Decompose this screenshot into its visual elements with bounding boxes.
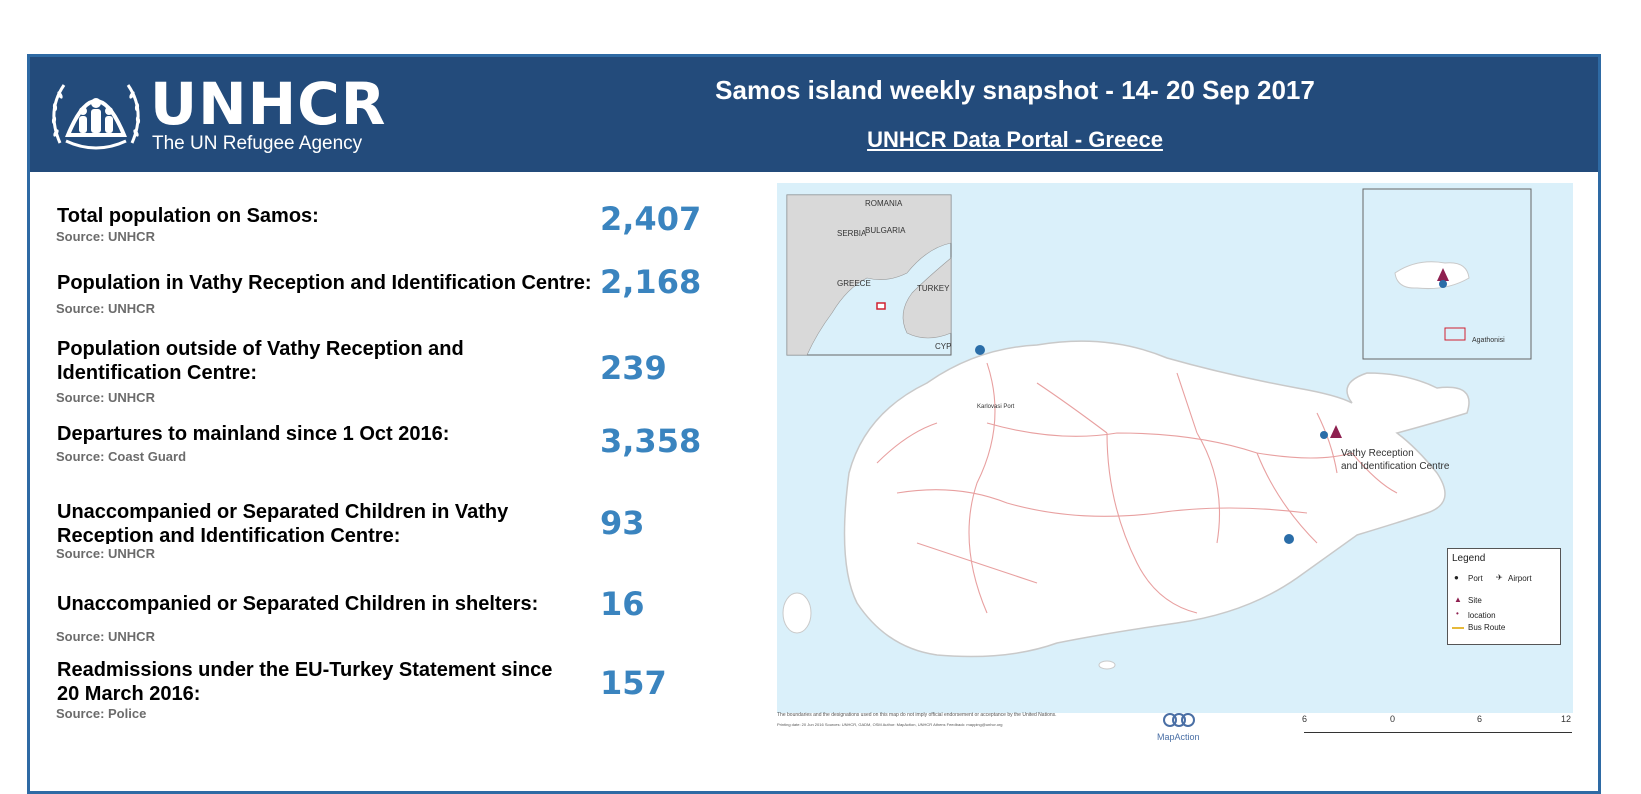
scale-tick: 12: [1561, 714, 1572, 724]
stat-source: Source: Coast Guard: [56, 449, 187, 464]
stat-label: Population in Vathy Reception and Identi…: [57, 272, 592, 294]
legend-bus-route: Bus Route: [1468, 623, 1506, 632]
legend-site: Site: [1468, 596, 1482, 605]
stat-value: 157: [600, 664, 667, 702]
stat-source: Source: UNHCR: [56, 629, 155, 644]
stat-label: Total population on Samos:: [57, 205, 319, 227]
port-icon: ●: [1454, 573, 1459, 582]
map-footnote: The boundaries and the designations used…: [777, 712, 1057, 718]
stat-source: Source: Police: [56, 706, 147, 721]
page-title: Samos island weekly snapshot - 14- 20 Se…: [715, 75, 1315, 105]
stat-source: Source: UNHCR: [56, 301, 155, 316]
label-cyprus: CYP: [935, 342, 952, 351]
stat-value: 93: [600, 504, 645, 542]
stat-value: 2,168: [600, 263, 702, 301]
stat-value: 239: [600, 349, 667, 387]
port-label: Karlovasi Port: [977, 404, 1015, 410]
stat-label: Population outside of Vathy Reception an…: [57, 338, 464, 384]
stat-value: 2,407: [600, 200, 702, 238]
header-banner: UNHCR The UN Refugee Agency Samos island…: [30, 57, 1598, 172]
site-label-line1: Vathy Reception: [1341, 448, 1414, 459]
unhcr-emblem-icon: [51, 84, 141, 150]
stat-source: Source: UNHCR: [56, 390, 155, 405]
unhcr-logo[interactable]: UNHCR The UN Refugee Agency: [50, 73, 385, 154]
data-portal-link[interactable]: UNHCR Data Portal - Greece: [867, 127, 1163, 152]
airport-icon: ✈: [1496, 573, 1503, 582]
scale-tick: 6: [1477, 714, 1483, 724]
legend-port: Port: [1468, 574, 1483, 583]
location-icon: •: [1456, 609, 1459, 618]
site-label-line2: and Identification Centre: [1341, 461, 1450, 472]
stat-source: Source: UNHCR: [56, 546, 155, 561]
bus-route-swatch: [1452, 627, 1464, 629]
legend-location: location: [1468, 611, 1496, 620]
logo-subtitle: The UN Refugee Agency: [152, 133, 363, 154]
stat-label: Unaccompanied or Separated Children in V…: [57, 501, 509, 544]
label-romania: ROMANIA: [865, 199, 903, 208]
legend-title: Legend: [1452, 553, 1486, 564]
scale-tick: 6: [1302, 714, 1308, 724]
stat-source: Source: UNHCR: [56, 229, 155, 244]
label-turkey: TURKEY: [917, 284, 950, 293]
stat-value: 16: [600, 585, 645, 623]
inset-label: Agathonisi: [1472, 337, 1505, 344]
mapaction-label: MapAction: [1157, 732, 1200, 742]
stat-label: Departures to mainland since 1 Oct 2016:: [57, 423, 450, 445]
samos-map[interactable]: ROMANIA SERBIA BULGARIA GREECE TURKEY CY…: [777, 183, 1573, 713]
map-footnote-details: Printing date: 20 Jun 2016 Sources: UNHC…: [777, 722, 1003, 727]
legend-airport: Airport: [1508, 574, 1532, 583]
map-legend: Legend ● Port ✈ Airport ▲ Site • locatio…: [1447, 548, 1561, 645]
stat-value: 3,358: [600, 422, 702, 460]
map-footer: The boundaries and the designations used…: [777, 710, 1577, 745]
label-serbia: SERBIA: [837, 229, 867, 238]
stat-label: Readmissions under the EU-Turkey Stateme…: [57, 659, 553, 705]
label-bulgaria: BULGARIA: [865, 226, 906, 235]
mapaction-logo-icon: [1149, 712, 1209, 730]
logo-wordmark: UNHCR: [150, 70, 387, 138]
scale-tick: 0: [1390, 714, 1396, 724]
samos-island-shape: [782, 188, 1532, 670]
scale-bar: [1304, 732, 1572, 733]
stat-label: Unaccompanied or Separated Children in s…: [57, 593, 539, 615]
site-icon: ▲: [1454, 595, 1462, 604]
label-greece: GREECE: [837, 279, 871, 288]
